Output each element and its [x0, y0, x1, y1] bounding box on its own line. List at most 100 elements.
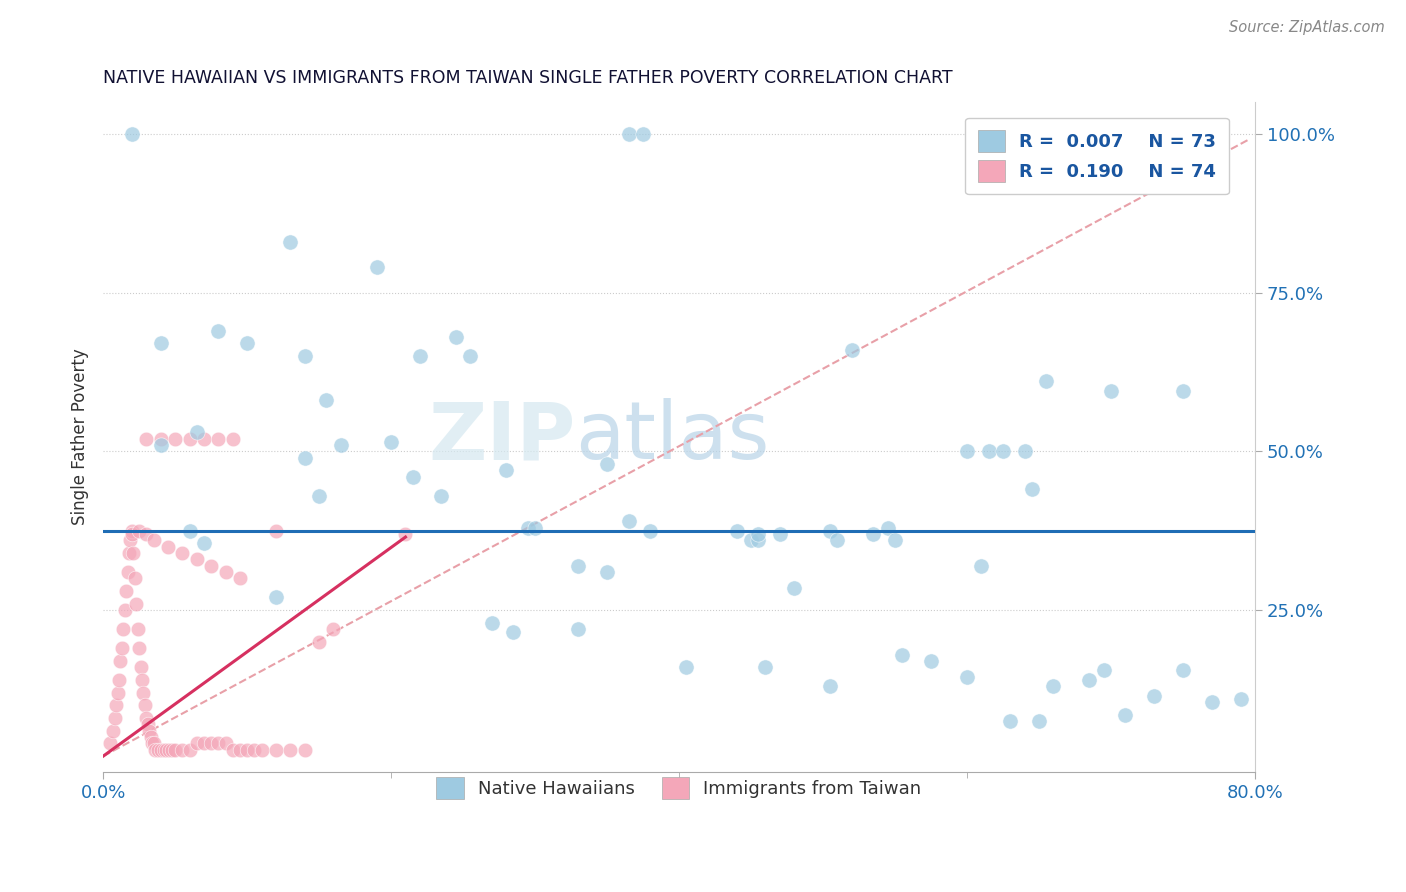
- Point: [315, 393, 337, 408]
- Point: [380, 434, 402, 449]
- Point: [222, 432, 245, 446]
- Point: [769, 527, 792, 541]
- Point: [135, 432, 157, 446]
- Point: [841, 343, 863, 357]
- Point: [127, 622, 149, 636]
- Text: ZIP: ZIP: [429, 398, 575, 476]
- Point: [121, 127, 143, 141]
- Point: [631, 127, 654, 141]
- Point: [1042, 679, 1064, 693]
- Point: [394, 527, 416, 541]
- Point: [567, 622, 589, 636]
- Point: [135, 711, 157, 725]
- Point: [111, 641, 134, 656]
- Point: [162, 743, 184, 757]
- Point: [149, 743, 172, 757]
- Point: [596, 565, 619, 579]
- Point: [117, 565, 139, 579]
- Point: [409, 349, 432, 363]
- Point: [747, 527, 769, 541]
- Point: [110, 654, 132, 668]
- Point: [135, 527, 157, 541]
- Point: [172, 743, 194, 757]
- Point: [120, 533, 142, 548]
- Point: [818, 679, 841, 693]
- Point: [502, 625, 524, 640]
- Point: [783, 581, 806, 595]
- Point: [146, 743, 169, 757]
- Point: [141, 737, 163, 751]
- Point: [134, 698, 156, 713]
- Point: [105, 698, 128, 713]
- Point: [264, 524, 287, 538]
- Point: [402, 469, 425, 483]
- Text: atlas: atlas: [575, 398, 769, 476]
- Point: [131, 673, 153, 687]
- Point: [740, 533, 762, 548]
- Point: [136, 717, 159, 731]
- Point: [107, 686, 129, 700]
- Point: [143, 743, 166, 757]
- Point: [214, 737, 236, 751]
- Point: [977, 444, 1000, 458]
- Point: [193, 432, 215, 446]
- Point: [876, 520, 898, 534]
- Point: [156, 540, 179, 554]
- Point: [862, 527, 884, 541]
- Point: [617, 127, 640, 141]
- Point: [278, 235, 301, 249]
- Point: [125, 597, 148, 611]
- Point: [1035, 375, 1057, 389]
- Point: [104, 711, 127, 725]
- Point: [118, 546, 141, 560]
- Point: [308, 635, 330, 649]
- Point: [165, 432, 187, 446]
- Point: [818, 524, 841, 538]
- Point: [121, 524, 143, 538]
- Point: [1078, 673, 1101, 687]
- Point: [1099, 384, 1122, 398]
- Point: [747, 533, 769, 548]
- Point: [458, 349, 481, 363]
- Point: [229, 571, 252, 585]
- Text: Source: ZipAtlas.com: Source: ZipAtlas.com: [1229, 20, 1385, 35]
- Point: [207, 432, 229, 446]
- Point: [322, 622, 344, 636]
- Point: [165, 743, 187, 757]
- Text: NATIVE HAWAIIAN VS IMMIGRANTS FROM TAIWAN SINGLE FATHER POVERTY CORRELATION CHAR: NATIVE HAWAIIAN VS IMMIGRANTS FROM TAIWA…: [103, 69, 953, 87]
- Point: [998, 714, 1021, 729]
- Point: [108, 673, 131, 687]
- Point: [207, 324, 229, 338]
- Point: [956, 444, 979, 458]
- Point: [444, 330, 467, 344]
- Point: [142, 737, 165, 751]
- Point: [920, 654, 942, 668]
- Point: [278, 743, 301, 757]
- Point: [567, 558, 589, 573]
- Point: [172, 546, 194, 560]
- Point: [250, 743, 273, 757]
- Point: [222, 743, 245, 757]
- Point: [179, 432, 201, 446]
- Point: [524, 520, 547, 534]
- Point: [366, 260, 388, 274]
- Point: [179, 524, 201, 538]
- Point: [329, 438, 352, 452]
- Point: [236, 336, 259, 351]
- Y-axis label: Single Father Poverty: Single Father Poverty: [72, 349, 89, 525]
- Point: [193, 737, 215, 751]
- Point: [884, 533, 907, 548]
- Point: [1092, 664, 1115, 678]
- Point: [1201, 695, 1223, 709]
- Point: [124, 571, 146, 585]
- Point: [1171, 384, 1194, 398]
- Point: [214, 565, 236, 579]
- Legend: Native Hawaiians, Immigrants from Taiwan: Native Hawaiians, Immigrants from Taiwan: [422, 763, 936, 814]
- Point: [754, 660, 776, 674]
- Point: [149, 438, 172, 452]
- Point: [128, 524, 150, 538]
- Point: [186, 737, 208, 751]
- Point: [157, 743, 180, 757]
- Point: [149, 336, 172, 351]
- Point: [112, 622, 135, 636]
